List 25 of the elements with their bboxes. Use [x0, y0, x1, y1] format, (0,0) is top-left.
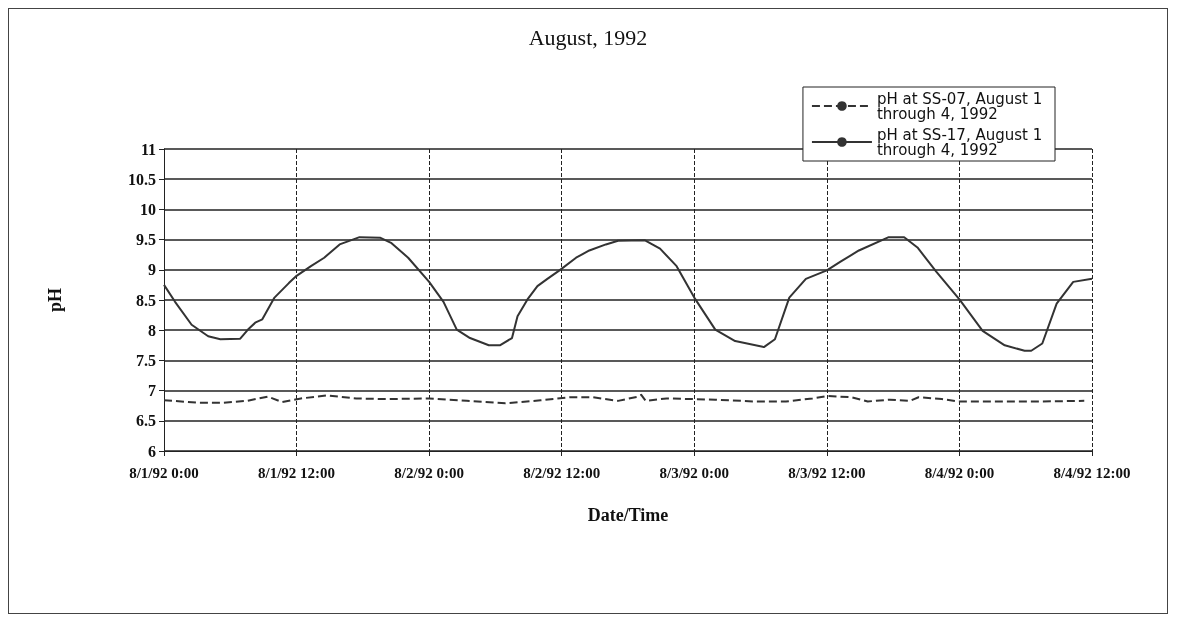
x-tick-label: 8/1/92 0:00: [129, 464, 199, 481]
legend-label: pH at SS-17, August 1 through 4, 1992: [876, 125, 1047, 159]
x-tick-label: 8/3/92 0:00: [659, 464, 730, 481]
y-tick-label: 9: [148, 261, 156, 279]
x-axis-title: Date/Time: [587, 505, 669, 525]
y-tick-label: 7.5: [136, 351, 156, 369]
y-axis-title: pH: [45, 287, 65, 313]
y-tick-label: 10.5: [128, 170, 156, 188]
y-tick-label: 9.5: [136, 231, 156, 249]
x-tick-label: 8/3/92 12:00: [788, 464, 866, 481]
y-tick-label: 10: [140, 200, 156, 218]
x-tick-label: 8/2/92 12:00: [523, 464, 601, 481]
x-tick-label: 8/4/92 12:00: [1053, 464, 1131, 481]
y-tick-label: 8.5: [136, 291, 156, 309]
y-tick-label: 6.5: [136, 412, 156, 430]
y-tick-label: 8: [148, 321, 156, 339]
legend-label: pH at SS-07, August 1 through 4, 1992: [876, 89, 1047, 123]
y-tick-label: 6: [148, 442, 156, 460]
chart-title: August, 1992: [528, 24, 648, 50]
y-tick-label: 11: [140, 140, 156, 158]
y-tick-label: 7: [148, 382, 156, 400]
x-tick-label: 8/4/92 0:00: [924, 464, 995, 481]
x-tick-label: 8/2/92 0:00: [394, 464, 464, 481]
x-tick-label: 8/1/92 12:00: [258, 464, 336, 481]
line-series: [163, 393, 1086, 405]
